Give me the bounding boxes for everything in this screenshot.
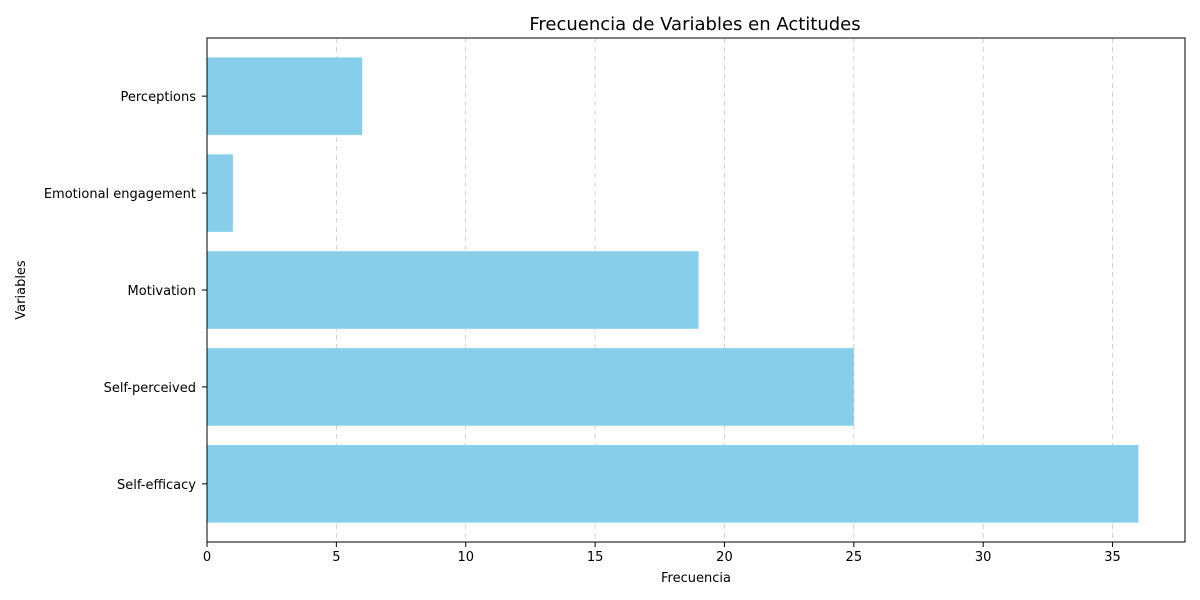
x-tick-label: 35: [1104, 550, 1121, 565]
bars: [207, 57, 1139, 523]
y-ticks: Self-efficacy Self-perceived Motivation Emo…: [44, 90, 207, 493]
x-tick-label: 15: [587, 550, 604, 565]
x-axis-label: Frecuencia: [661, 571, 731, 586]
y-axis-label: Variables: [14, 260, 29, 320]
y-tick-label: Motivation: [128, 284, 196, 299]
y-tick-label: Self-perceived: [104, 381, 196, 396]
bar: [207, 251, 699, 329]
x-ticks: 0 5 10 15 20 25 30 35: [203, 542, 1121, 565]
x-tick-label: 30: [975, 550, 992, 565]
bar: [207, 57, 363, 135]
chart-title: Frecuencia de Variables en Actitudes: [529, 14, 860, 35]
x-tick-label: 5: [332, 550, 340, 565]
y-tick-label: Emotional engagement: [44, 187, 196, 202]
bar: [207, 154, 233, 232]
x-tick-label: 25: [846, 550, 863, 565]
x-tick-label: 10: [457, 550, 474, 565]
y-tick-label: Perceptions: [120, 90, 196, 105]
x-tick-label: 20: [716, 550, 733, 565]
y-tick-label: Self-efficacy: [117, 478, 196, 493]
bar: [207, 445, 1139, 523]
x-tick-label: 0: [203, 550, 211, 565]
bar: [207, 348, 854, 426]
